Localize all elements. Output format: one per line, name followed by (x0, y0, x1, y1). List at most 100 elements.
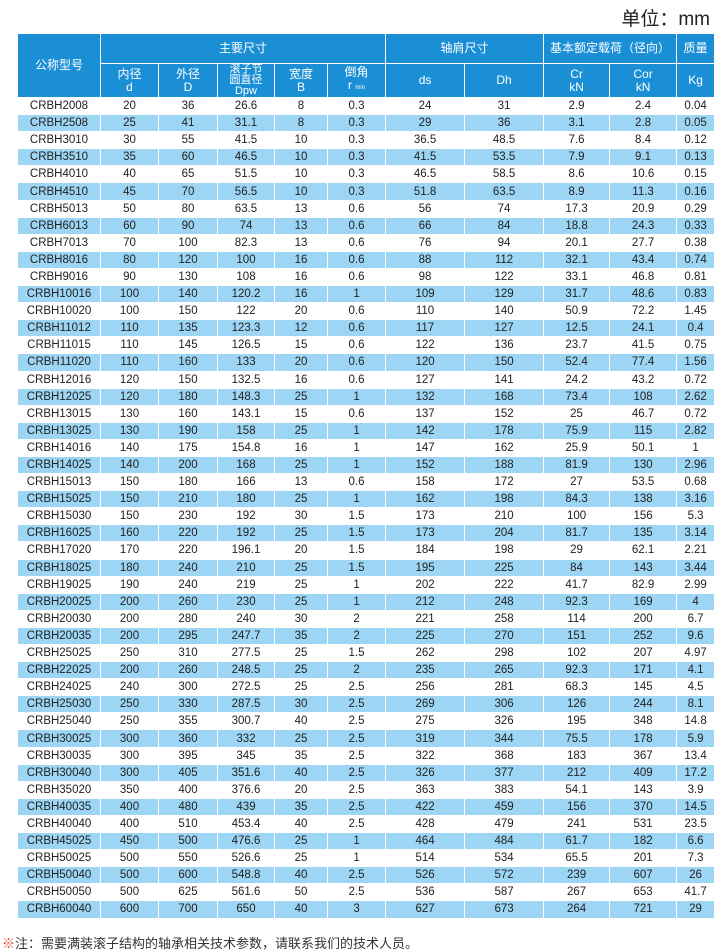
cell-dpw: 376.6 (217, 780, 275, 799)
cell-d: 240 (100, 678, 159, 697)
cell-cr: 12.5 (543, 319, 611, 338)
cell-ds: 326 (385, 763, 466, 782)
cell-model: CRBH14016 (17, 438, 101, 457)
cell-D: 145 (158, 336, 218, 355)
table-row: CRBH45025 450 500 476.6 25 1 464 484 61.7 182 6.6 (17, 832, 716, 851)
table-row: CRBH14025 140 200 168 25 1 152 188 81.9 130 2.96 (17, 455, 716, 475)
cell-B: 8 (274, 114, 328, 133)
cell-mass: 0.04 (676, 96, 716, 116)
cell-dpw: 192 (217, 524, 275, 543)
cell-d: 40 (100, 165, 159, 184)
header-D: 外径 D (158, 63, 218, 98)
cell-r: 2.5 (326, 729, 387, 748)
cell-mass: 0.72 (676, 370, 716, 389)
cell-mass: 29 (676, 900, 716, 919)
cell-cr: 25.9 (543, 438, 611, 457)
cell-r: 1.5 (326, 643, 387, 663)
cell-B: 13 (274, 216, 328, 235)
cell-r: 1 (326, 285, 387, 304)
cell-cor: 27.7 (609, 233, 678, 252)
cell-mass: 0.83 (676, 285, 716, 304)
cell-dh: 74 (464, 199, 545, 218)
cell-mass: 6.7 (676, 609, 716, 628)
cell-dpw: 120.2 (217, 285, 275, 304)
cell-ds: 173 (385, 524, 466, 543)
cell-ds: 514 (385, 849, 466, 868)
cell-D: 330 (158, 695, 218, 714)
cell-D: 310 (158, 643, 218, 663)
cell-D: 200 (158, 455, 218, 475)
cell-dpw: 351.6 (217, 763, 275, 782)
cell-cr: 54.1 (543, 780, 611, 799)
cell-mass: 4 (676, 592, 716, 611)
cell-D: 220 (158, 541, 218, 560)
cell-r: 3 (326, 900, 387, 919)
cell-dpw: 476.6 (217, 832, 275, 851)
cell-dh: 459 (464, 797, 545, 816)
cell-dh: 129 (464, 285, 545, 304)
header-r: 倒角 r min (326, 63, 387, 98)
cell-ds: 109 (385, 285, 466, 304)
cell-d: 45 (100, 182, 159, 201)
cell-model: CRBH50025 (17, 849, 101, 868)
cell-r: 0.3 (326, 96, 387, 116)
cell-mass: 2.96 (676, 455, 716, 475)
cell-dpw: 143.1 (217, 404, 275, 423)
table-row: CRBH35020 350 400 376.6 20 2.5 363 383 54.1 143 3.… (17, 780, 716, 799)
header-dpw: 滚子节圆直径 Dpw (217, 63, 275, 98)
cell-dpw: 51.5 (217, 165, 275, 184)
cell-D: 65 (158, 165, 218, 184)
cell-dpw: 439 (217, 797, 275, 816)
cell-ds: 122 (385, 336, 466, 355)
cell-model: CRBH10020 (17, 302, 101, 321)
cell-cor: 24.3 (609, 216, 678, 235)
cell-model: CRBH13025 (17, 421, 101, 440)
cell-B: 13 (274, 473, 328, 492)
cell-dh: 53.5 (464, 148, 545, 167)
cell-dpw: 561.6 (217, 883, 275, 902)
cell-dh: 222 (464, 575, 545, 594)
cell-cor: 156 (609, 507, 678, 526)
header-load-rating: 基本额定载荷（径向） (543, 33, 678, 64)
cell-dh: 572 (464, 866, 545, 885)
table-row: CRBH4010 40 65 51.5 10 0.3 46.5 58.5 8.6 10.6 0.15 (17, 165, 716, 184)
cell-cr: 50.9 (543, 302, 611, 321)
cell-D: 280 (158, 609, 218, 628)
table-row: CRBH60040 600 700 650 40 3 627 673 264 721 29 (17, 900, 716, 919)
footnote: ※注：需要满装滚子结构的轴承相关技术参数，请联系我们的技术人员。 (2, 933, 418, 952)
cell-d: 120 (100, 370, 159, 389)
cell-mass: 6.6 (676, 832, 716, 851)
table-row: CRBH11020 110 160 133 20 0.6 120 150 52.4 77.4 1.5… (17, 353, 716, 372)
cell-mass: 0.38 (676, 233, 716, 252)
table-row: CRBH11012 110 135 123.3 12 0.6 117 127 12.5 24.1 0… (17, 319, 716, 338)
cell-model: CRBH40040 (17, 814, 101, 834)
cell-cor: 348 (609, 712, 678, 731)
cell-cr: 92.3 (543, 592, 611, 611)
table-row: CRBH15013 150 180 166 13 0.6 158 172 27 53.5 0.68 (17, 473, 716, 492)
cell-B: 13 (274, 199, 328, 218)
cell-r: 0.6 (326, 250, 387, 269)
cell-mass: 0.13 (676, 148, 716, 167)
cell-dpw: 230 (217, 592, 275, 611)
cell-cr: 102 (543, 643, 611, 663)
cell-dh: 484 (464, 832, 545, 851)
cell-ds: 137 (385, 404, 466, 423)
cell-cor: 2.4 (609, 96, 678, 116)
cell-cr: 41.7 (543, 575, 611, 594)
note-mark: ※ (2, 936, 16, 951)
cell-B: 20 (274, 353, 328, 372)
cell-ds: 269 (385, 695, 466, 714)
cell-ds: 184 (385, 541, 466, 560)
cell-B: 16 (274, 285, 328, 304)
cell-cr: 17.3 (543, 199, 611, 218)
cell-cor: 50.1 (609, 438, 678, 457)
cell-dh: 178 (464, 421, 545, 440)
cell-cr: 7.6 (543, 131, 611, 150)
cell-r: 0.6 (326, 473, 387, 492)
cell-ds: 202 (385, 575, 466, 594)
cell-r: 0.3 (326, 131, 387, 150)
cell-ds: 212 (385, 592, 466, 611)
cell-ds: 36.5 (385, 131, 466, 150)
cell-D: 70 (158, 182, 218, 201)
cell-ds: 322 (385, 746, 466, 765)
